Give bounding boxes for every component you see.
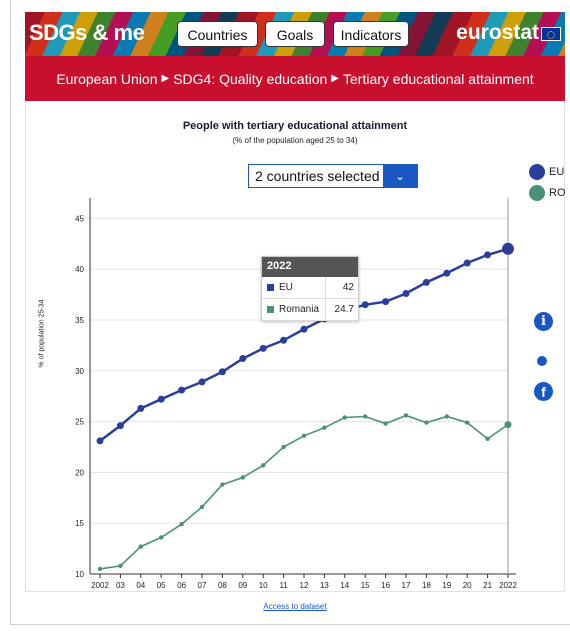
chart-title: People with tertiary educational attainm…	[182, 120, 408, 132]
legend-item-eu[interactable]: EU	[529, 164, 564, 180]
top-navigation-bar: SDGs & me Countries Goals Indicators eur…	[25, 12, 565, 56]
share-icon[interactable]	[537, 356, 547, 366]
tooltip-row-romania: Romania 24.7	[262, 299, 358, 321]
legend-item-ro[interactable]: RO	[529, 185, 566, 201]
country-select[interactable]: 2 countries selected ⌄	[248, 164, 418, 188]
eu-flag-icon	[541, 27, 561, 41]
access-to-dataset-link[interactable]: Access to dataset	[263, 602, 327, 611]
breadcrumb-item-indicator: Tertiary educational attainment	[343, 70, 534, 87]
nav-countries-button[interactable]: Countries	[177, 21, 258, 47]
legend-dot-icon	[529, 185, 545, 201]
tooltip-swatch-icon	[267, 284, 274, 291]
chart-subtitle: (% of the population aged 25 to 34)	[232, 136, 358, 145]
chevron-down-icon[interactable]: ⌄	[383, 165, 417, 187]
tooltip-swatch-icon	[267, 306, 274, 313]
breadcrumb-arrow-icon: ▶	[331, 73, 339, 84]
page-frame	[10, 0, 570, 625]
tooltip-row-eu: EU 42	[262, 277, 358, 299]
breadcrumb-arrow-icon: ▶	[161, 73, 170, 84]
breadcrumb-item-sdg4[interactable]: SDG4: Quality education	[173, 70, 328, 87]
eurostat-logo[interactable]: eurostat	[456, 21, 539, 44]
y-axis-label: % of population 25-34	[38, 299, 46, 368]
breadcrumb: European Union ▶ SDG4: Quality education…	[25, 56, 565, 101]
chart-panel	[25, 101, 565, 592]
sdgs-and-me-logo[interactable]: SDGs & me	[29, 20, 145, 45]
info-icon[interactable]: i	[534, 312, 553, 331]
facebook-icon[interactable]: f	[534, 382, 553, 401]
chart-tooltip: 2022 EU 42 Romania 24.7	[261, 256, 359, 321]
tooltip-year: 2022	[262, 257, 358, 277]
country-select-value: 2 countries selected	[255, 168, 380, 184]
breadcrumb-item-eu[interactable]: European Union	[56, 70, 158, 87]
legend-dot-icon	[529, 164, 545, 180]
nav-indicators-button[interactable]: Indicators	[333, 21, 409, 47]
nav-goals-button[interactable]: Goals	[265, 21, 325, 47]
